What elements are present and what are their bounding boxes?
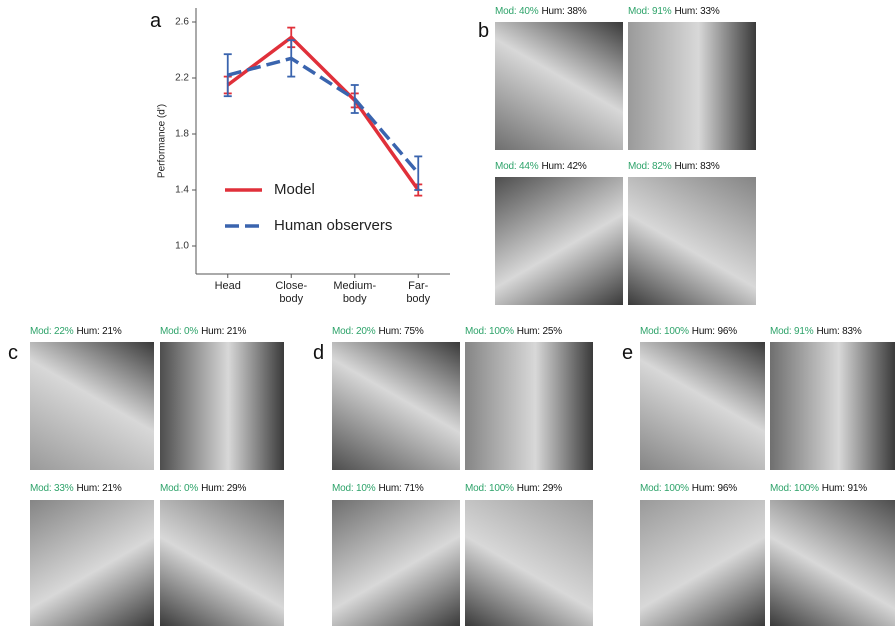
photo: [770, 342, 895, 470]
series-line: [228, 37, 419, 190]
mod-score: Mod: 44%: [495, 161, 538, 172]
hum-score: Hum: 25%: [517, 326, 562, 337]
panel-letter: e: [622, 342, 633, 365]
hum-score: Hum: 33%: [674, 6, 719, 17]
hum-score: Hum: 75%: [378, 326, 423, 337]
photo: [640, 500, 765, 626]
photo: [332, 342, 460, 470]
mod-score: Mod: 91%: [770, 326, 813, 337]
y-tick-label: 2.2: [175, 73, 189, 84]
legend-label: Human observers: [274, 217, 392, 234]
mod-score: Mod: 100%: [770, 483, 819, 494]
image-caption: Mod: 0%Hum: 29%: [160, 483, 246, 494]
y-axis-label: Performance (d'): [157, 104, 168, 178]
photo: [30, 342, 154, 470]
mod-score: Mod: 82%: [628, 161, 671, 172]
photo: [495, 177, 623, 305]
mod-score: Mod: 33%: [30, 483, 73, 494]
image-caption: Mod: 44%Hum: 42%: [495, 161, 587, 172]
photo: [332, 500, 460, 626]
hum-score: Hum: 21%: [76, 483, 121, 494]
y-tick-label: 2.6: [175, 17, 189, 28]
panel-letter: b: [478, 20, 489, 43]
mod-score: Mod: 22%: [30, 326, 73, 337]
mod-score: Mod: 100%: [465, 483, 514, 494]
x-tick-label: Head: [193, 280, 263, 293]
mod-score: Mod: 91%: [628, 6, 671, 17]
y-tick-label: 1.8: [175, 129, 189, 140]
x-tick-label: Close- body: [256, 280, 326, 306]
image-caption: Mod: 100%Hum: 91%: [770, 483, 867, 494]
x-tick-label: Medium- body: [320, 280, 390, 306]
series-line: [228, 58, 419, 173]
hum-score: Hum: 83%: [674, 161, 719, 172]
photo: [465, 500, 593, 626]
mod-score: Mod: 0%: [160, 326, 198, 337]
photo: [640, 342, 765, 470]
photo: [160, 342, 284, 470]
image-caption: Mod: 91%Hum: 83%: [770, 326, 862, 337]
image-caption: Mod: 100%Hum: 25%: [465, 326, 562, 337]
image-caption: Mod: 20%Hum: 75%: [332, 326, 424, 337]
image-caption: Mod: 100%Hum: 29%: [465, 483, 562, 494]
hum-score: Hum: 42%: [541, 161, 586, 172]
panel-letter: d: [313, 342, 324, 365]
image-caption: Mod: 0%Hum: 21%: [160, 326, 246, 337]
mod-score: Mod: 100%: [465, 326, 514, 337]
image-caption: Mod: 22%Hum: 21%: [30, 326, 122, 337]
mod-score: Mod: 100%: [640, 326, 689, 337]
hum-score: Hum: 71%: [378, 483, 423, 494]
image-caption: Mod: 100%Hum: 96%: [640, 326, 737, 337]
photo: [628, 177, 756, 305]
mod-score: Mod: 100%: [640, 483, 689, 494]
image-caption: Mod: 100%Hum: 96%: [640, 483, 737, 494]
photo: [160, 500, 284, 626]
image-caption: Mod: 10%Hum: 71%: [332, 483, 424, 494]
hum-score: Hum: 96%: [692, 483, 737, 494]
x-tick-label: Far- body: [383, 280, 453, 306]
mod-score: Mod: 40%: [495, 6, 538, 17]
hum-score: Hum: 29%: [201, 483, 246, 494]
mod-score: Mod: 10%: [332, 483, 375, 494]
legend-label: Model: [274, 181, 315, 198]
photo: [30, 500, 154, 626]
image-caption: Mod: 33%Hum: 21%: [30, 483, 122, 494]
hum-score: Hum: 38%: [541, 6, 586, 17]
y-tick-label: 1.0: [175, 241, 189, 252]
mod-score: Mod: 20%: [332, 326, 375, 337]
photo: [465, 342, 593, 470]
hum-score: Hum: 21%: [76, 326, 121, 337]
hum-score: Hum: 29%: [517, 483, 562, 494]
y-tick-label: 1.4: [175, 185, 189, 196]
image-caption: Mod: 91%Hum: 33%: [628, 6, 720, 17]
photo: [628, 22, 756, 150]
mod-score: Mod: 0%: [160, 483, 198, 494]
image-caption: Mod: 82%Hum: 83%: [628, 161, 720, 172]
hum-score: Hum: 21%: [201, 326, 246, 337]
hum-score: Hum: 83%: [816, 326, 861, 337]
hum-score: Hum: 91%: [822, 483, 867, 494]
image-caption: Mod: 40%Hum: 38%: [495, 6, 587, 17]
photo: [495, 22, 623, 150]
hum-score: Hum: 96%: [692, 326, 737, 337]
panel-letter: a: [150, 10, 161, 33]
photo: [770, 500, 895, 626]
panel-letter: c: [8, 342, 18, 365]
figure: 1.0 1.4 1.8 2.2 2.6 Performance (d') Model Huma…: [0, 0, 895, 627]
